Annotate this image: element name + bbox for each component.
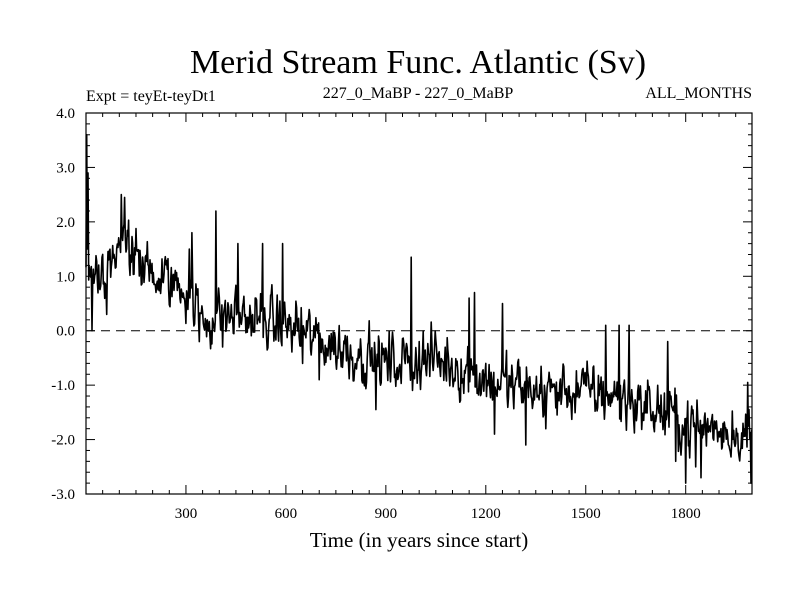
plot-frame: [85, 112, 753, 495]
plot-area: [85, 134, 753, 484]
y-tick-label: 4.0: [56, 106, 75, 122]
x-axis-label: Time (in years since start): [310, 528, 529, 552]
chart-title: Merid Stream Func. Atlantic (Sv): [190, 44, 646, 81]
chart-subtitle-right: ALL_MONTHS: [645, 85, 752, 102]
y-tick-label: 0.0: [56, 324, 75, 340]
x-tick-label: 1200: [471, 506, 501, 522]
chart-subtitle-left: Expt = teyEt-teyDt1: [86, 88, 216, 105]
y-axis: -3.0 -2.0 -1.0 0.0 1.0 2.0 3.0 4.0: [51, 106, 752, 503]
x-tick-label: 1500: [571, 506, 601, 522]
x-tick-label: 300: [175, 506, 198, 522]
x-tick-label: 1800: [671, 506, 701, 522]
y-tick-label: -3.0: [51, 487, 75, 503]
y-tick-label: -1.0: [51, 378, 75, 394]
y-tick-label: 2.0: [56, 215, 75, 231]
chart-subtitle-center: 227_0_MaBP - 227_0_MaBP: [323, 85, 514, 102]
y-tick-label: -2.0: [51, 433, 75, 449]
y-tick-label: 3.0: [56, 160, 75, 176]
x-axis: 300 600 900 1200 1500 1800: [102, 113, 737, 522]
y-tick-label: 1.0: [56, 269, 75, 285]
series-line: [85, 134, 753, 484]
x-tick-label: 900: [375, 506, 398, 522]
x-tick-label: 600: [275, 506, 298, 522]
